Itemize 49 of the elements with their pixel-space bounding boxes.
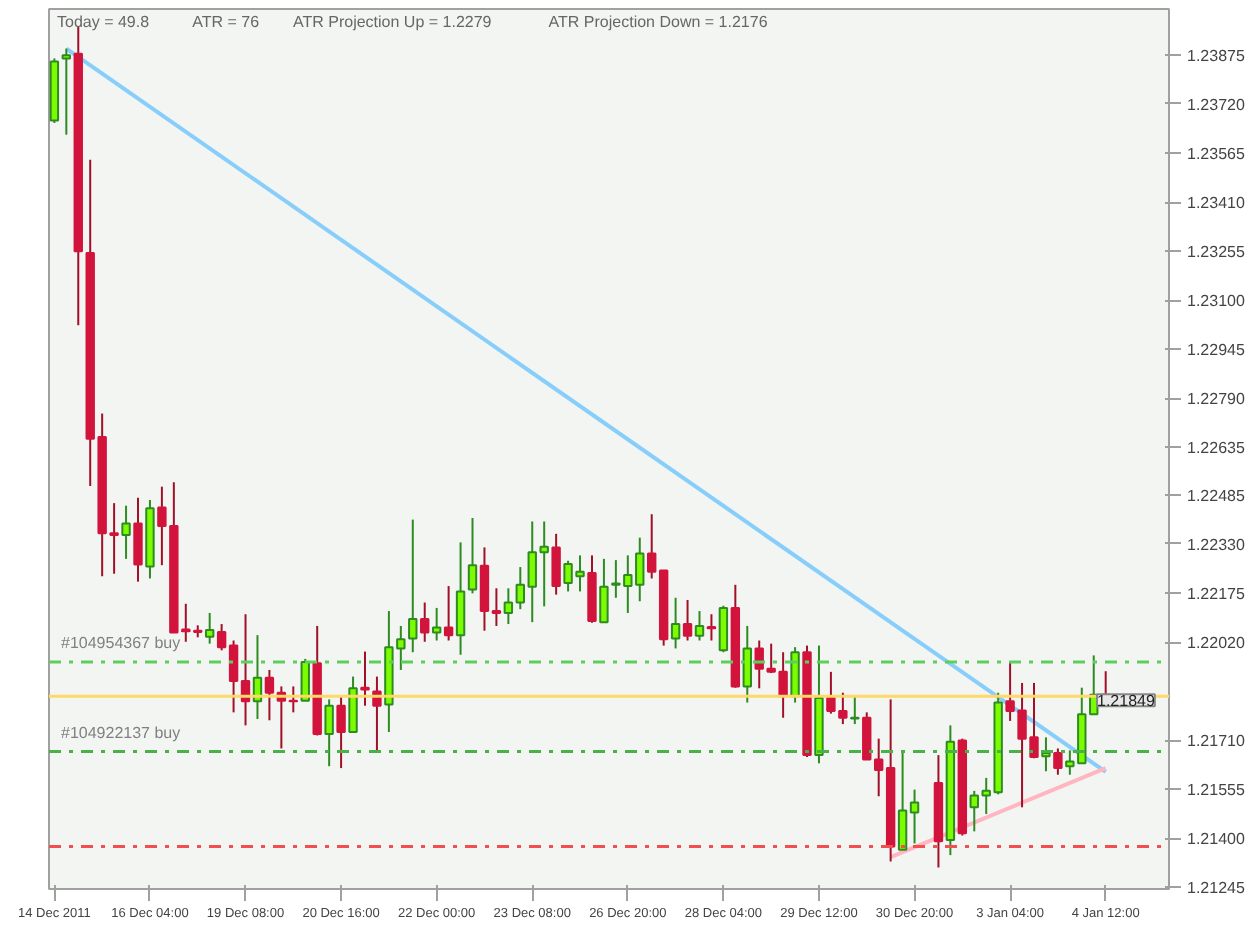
candlestick (670, 596, 681, 650)
candlestick (420, 601, 430, 643)
annotation: ATR Projection Up = 1.2279 (293, 13, 493, 31)
annotation: ATR = 76 (192, 13, 261, 31)
y-tick-label: 1.22635 (1187, 439, 1246, 458)
candlestick (467, 517, 478, 595)
candlestick (694, 610, 705, 642)
candlestick (1053, 747, 1063, 776)
y-tick-label: 1.23255 (1187, 243, 1246, 262)
candlestick (348, 675, 358, 733)
candlestick (790, 646, 800, 704)
candlestick (587, 554, 597, 624)
candlestick (431, 606, 442, 642)
candlestick (706, 613, 717, 642)
y-tick-label: 1.22330 (1187, 535, 1246, 554)
y-tick-label: 1.21400 (1187, 830, 1246, 849)
y-tick-label: 1.22020 (1187, 634, 1246, 653)
y-tick-label: 1.23410 (1187, 194, 1246, 213)
annotation: Today = 49.8 (57, 13, 151, 31)
ref-line-label: #104954367 buy (61, 634, 181, 653)
candlestick (742, 624, 752, 704)
candlestick (324, 698, 334, 768)
candlestick (61, 47, 72, 136)
candlestick (360, 650, 370, 707)
y-tick-label: 1.22945 (1187, 341, 1246, 360)
y-tick-label: 1.22485 (1187, 486, 1246, 505)
annotation: ATR Projection Down = 1.2176 (548, 13, 769, 31)
y-tick-label: 1.21710 (1187, 732, 1246, 751)
candlestick (718, 604, 729, 654)
y-tick-label: 1.23565 (1187, 145, 1246, 164)
ref-line-label: #104922137 buy (61, 723, 181, 742)
y-tick-label: 1.23720 (1187, 95, 1246, 114)
candlestick (121, 504, 131, 560)
y-tick-label: 1.21245 (1187, 879, 1246, 898)
y-tick-label: 1.22790 (1187, 390, 1246, 409)
y-tick-label: 1.23875 (1187, 46, 1246, 65)
y-tick-label: 1.22175 (1187, 585, 1246, 604)
candlestick (372, 675, 382, 753)
candlestick (133, 496, 143, 583)
y-tick-label: 1.23100 (1187, 292, 1246, 311)
candlestick (599, 557, 609, 624)
candlestick (204, 611, 215, 645)
candlestick (551, 532, 561, 596)
candlestick (443, 585, 454, 642)
candlestick (336, 695, 346, 770)
ref-line-label: 1.21849 (1097, 692, 1156, 711)
candlestick (455, 541, 466, 656)
candlestick (682, 598, 693, 642)
y-tick-label: 1.21555 (1187, 781, 1246, 800)
